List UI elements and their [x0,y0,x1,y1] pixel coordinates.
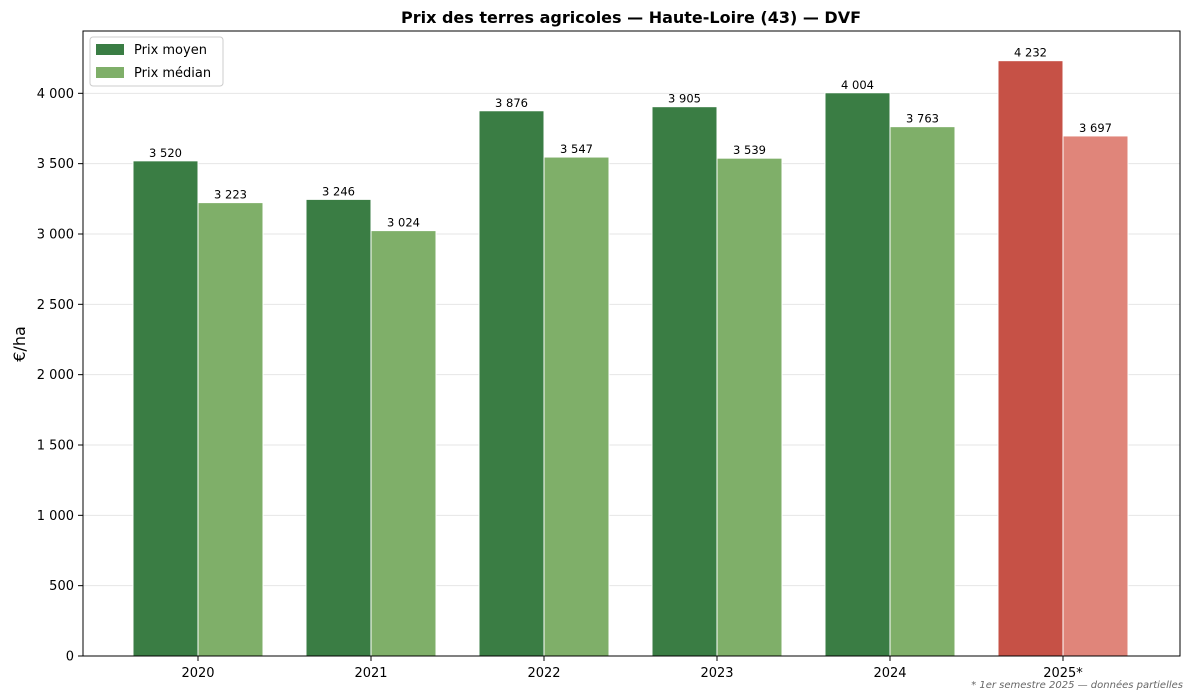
bar-prix-moyen [305,198,372,657]
data-label: 3 876 [495,96,528,110]
x-tick-label: 2020 [181,666,214,681]
y-tick-label: 3 000 [37,227,74,242]
bars: 3 520 3 223 3 246 3 024 3 876 3 547 3 905 3 539… [132,46,1129,657]
y-tick-label: 2 000 [37,368,74,383]
bar-prix-moyen [651,106,718,657]
bar-prix-median [716,157,783,657]
x-tick-label: 2025* [1043,666,1083,681]
y-tick-label: 2 500 [37,298,74,313]
data-label: 3 905 [668,92,701,106]
bar-prix-moyen [997,60,1064,657]
bar-prix-median [370,230,437,657]
data-label: 4 232 [1014,46,1047,60]
y-tick-label: 3 500 [37,157,74,172]
legend-swatch-prix-median [96,67,124,78]
bar-prix-median [197,202,264,657]
footnote: * 1er semestre 2025 — données partielles [971,679,1183,691]
data-label: 3 547 [560,142,593,156]
bar-prix-moyen [824,92,891,657]
data-label: 3 520 [149,146,182,160]
data-label: 3 539 [733,143,766,157]
x-tick-label: 2024 [873,666,906,681]
data-label: 3 246 [322,184,355,198]
y-tick-label: 0 [66,650,74,665]
data-label: 3 024 [387,216,420,230]
plot-frame [82,30,1181,657]
bar-prix-median [543,156,610,657]
data-label: 4 004 [841,78,874,92]
data-label: 3 763 [906,112,939,126]
data-label: 3 223 [214,188,247,202]
y-tick-label: 4 000 [37,87,74,102]
data-label: 3 697 [1079,121,1112,135]
x-tick-label: 2021 [354,666,387,681]
bar-prix-moyen [132,160,199,657]
legend-label-prix-median: Prix médian [134,66,211,81]
bar-prix-median [889,126,956,657]
x-tick-label: 2023 [700,666,733,681]
axis-ticks: 0 500 1 000 1 500 2 000 2 500 3 000 3 500 4 000 2… [37,87,1084,681]
y-tick-label: 500 [49,579,74,594]
x-tick-label: 2022 [527,666,560,681]
bar-prix-moyen [478,110,545,657]
legend-label-prix-moyen: Prix moyen [134,43,207,58]
legend-swatch-prix-moyen [96,44,124,55]
legend: Prix moyen Prix médian [89,36,224,87]
bar-prix-median [1062,135,1129,657]
gridlines [83,92,1180,587]
y-axis-label: €/ha [10,326,29,362]
y-tick-label: 1 000 [37,509,74,524]
chart-title: Prix des terres agricoles — Haute-Loire … [401,8,861,27]
y-tick-label: 1 500 [37,438,74,453]
